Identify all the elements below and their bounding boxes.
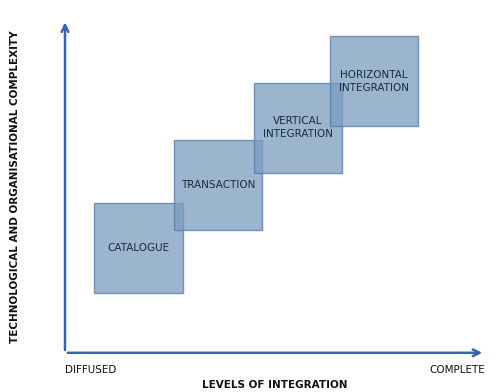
- Bar: [330, 36, 418, 126]
- Bar: [254, 83, 342, 173]
- Text: COMPLETE: COMPLETE: [429, 365, 485, 375]
- Bar: [94, 203, 182, 293]
- Text: TECHNOLOGICAL AND ORGANISATIONAL COMPLEXITY: TECHNOLOGICAL AND ORGANISATIONAL COMPLEX…: [10, 30, 20, 343]
- Text: DIFFUSED: DIFFUSED: [65, 365, 116, 375]
- Text: TRANSACTION: TRANSACTION: [181, 180, 256, 190]
- Text: HORIZONTAL
INTEGRATION: HORIZONTAL INTEGRATION: [338, 70, 408, 93]
- Bar: [174, 140, 262, 230]
- Text: VERTICAL
INTEGRATION: VERTICAL INTEGRATION: [263, 116, 333, 140]
- Text: LEVELS OF INTEGRATION: LEVELS OF INTEGRATION: [202, 380, 348, 390]
- Text: CATALOGUE: CATALOGUE: [108, 243, 170, 253]
